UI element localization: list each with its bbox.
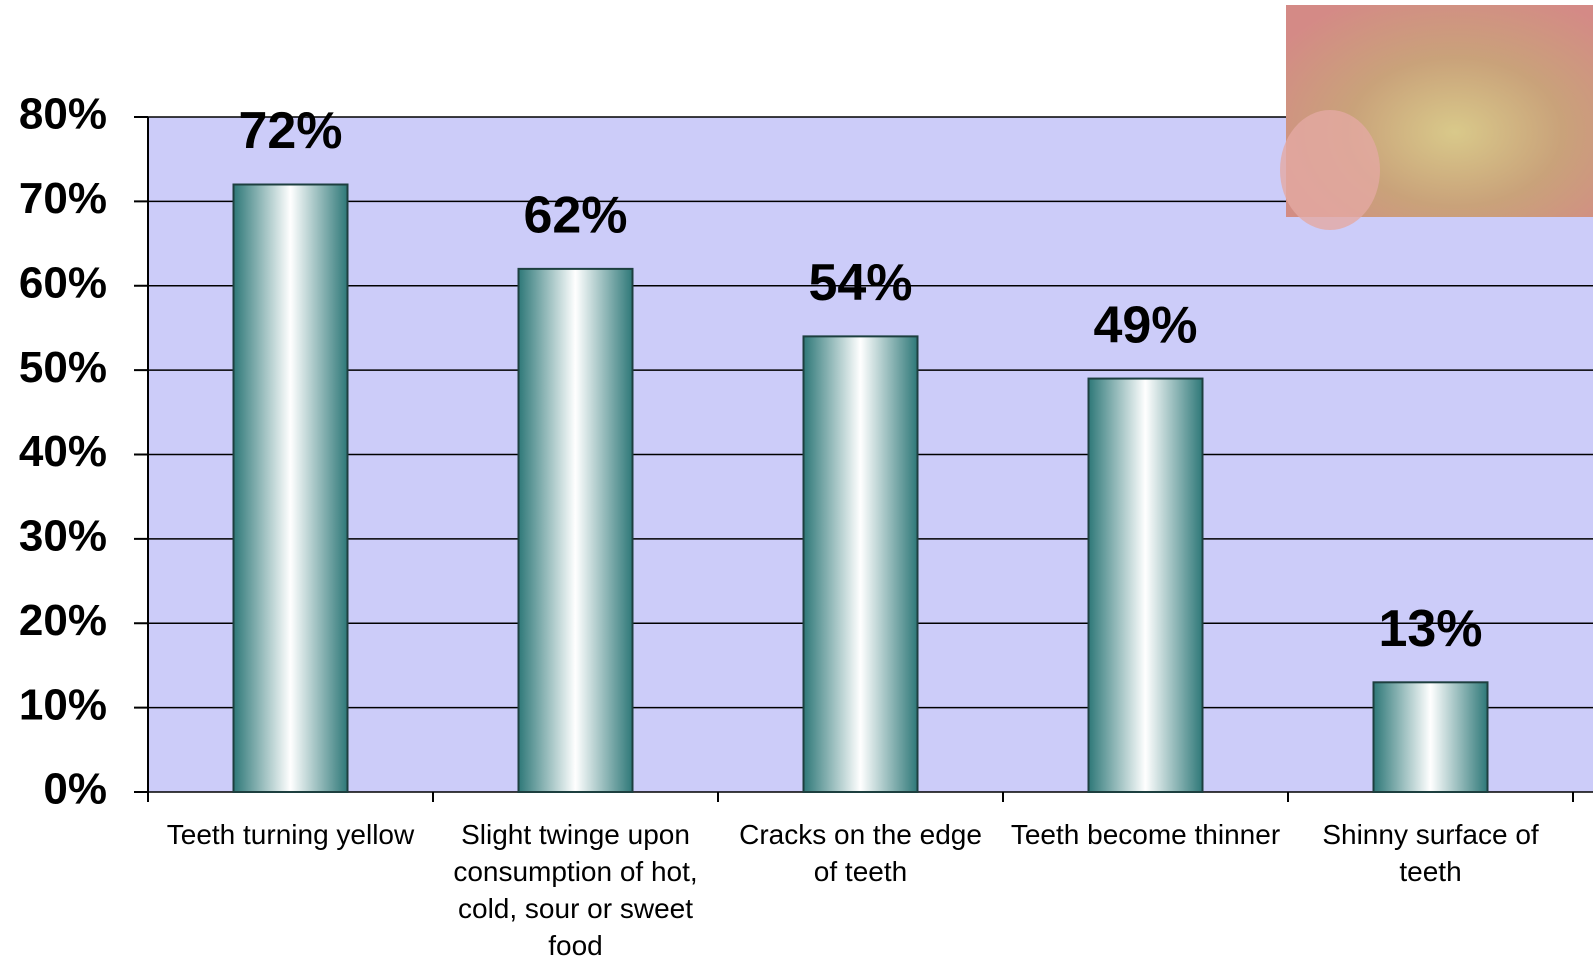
y-tick-label: 30% [19,512,107,561]
y-tick-label: 10% [19,680,107,729]
photo-detail [1280,110,1380,230]
value-label: 54% [808,254,912,312]
x-tick-label: Cracks on the edge of teeth [739,819,982,887]
bar [1087,377,1204,793]
y-tick-label: 80% [19,90,107,139]
value-label: 13% [1378,600,1482,658]
value-label: 62% [523,187,627,245]
bar [232,183,349,793]
y-tick-label: 0% [43,765,107,814]
value-label: 49% [1093,296,1197,354]
bar [1372,681,1489,793]
x-tick-label: Shinny surface of teeth [1322,819,1539,887]
y-tick-label: 20% [19,596,107,645]
value-label: 72% [238,102,342,160]
bar [802,335,919,793]
x-tick-label: Teeth become thinner [1010,819,1281,850]
y-tick-label: 60% [19,258,107,307]
x-tick-label: Teeth turning yellow [166,819,415,850]
y-tick-label: 40% [19,427,107,476]
y-tick-label: 50% [19,343,107,392]
y-tick-label: 70% [19,174,107,223]
x-tick-label: Slight twinge upon consumption of hot, c… [453,819,698,961]
bar [517,267,634,793]
